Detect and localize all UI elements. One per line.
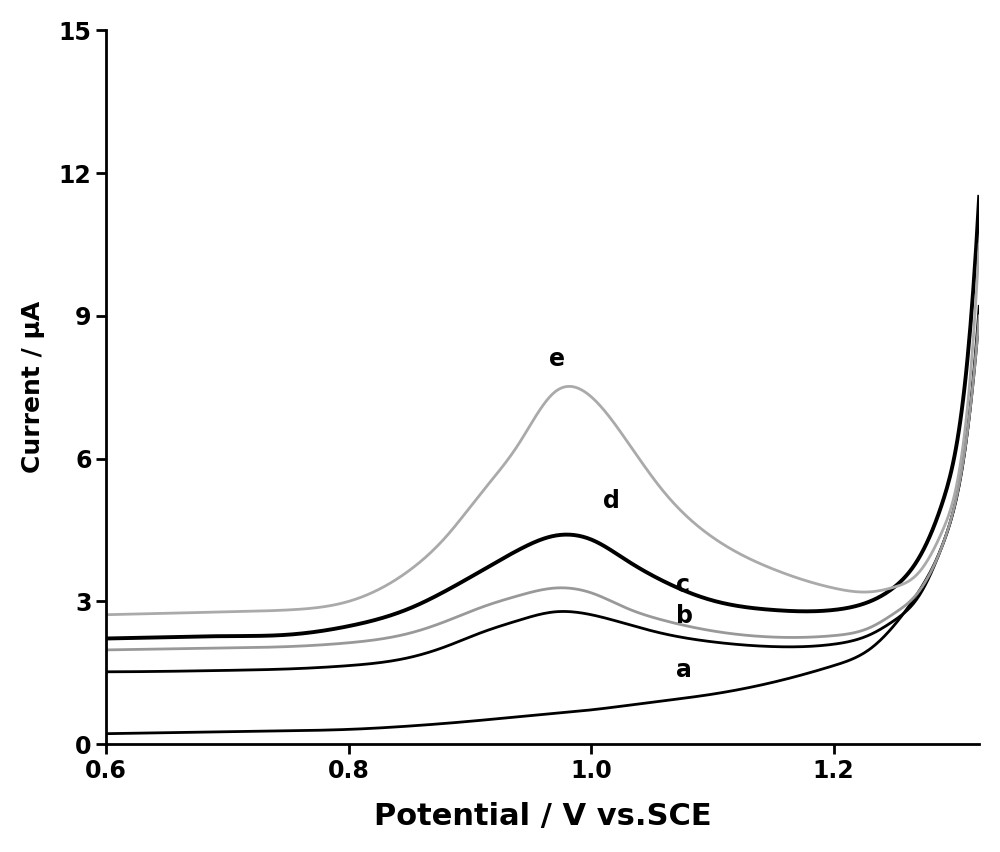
X-axis label: Potential / V vs.SCE: Potential / V vs.SCE: [374, 803, 711, 832]
Y-axis label: Current / μA: Current / μA: [21, 301, 45, 474]
Text: d: d: [603, 489, 620, 514]
Text: a: a: [676, 659, 692, 682]
Text: e: e: [549, 347, 565, 371]
Text: b: b: [676, 603, 693, 628]
Text: c: c: [676, 573, 690, 596]
